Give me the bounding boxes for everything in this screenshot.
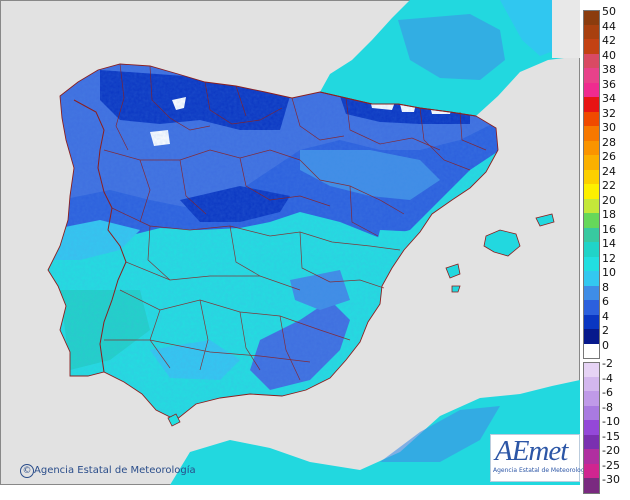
legend-label: -25 bbox=[602, 458, 620, 472]
legend-swatch bbox=[583, 82, 599, 97]
legend-label: -10 bbox=[602, 415, 620, 428]
legend-label: 32 bbox=[602, 106, 616, 120]
legend-swatch bbox=[583, 126, 599, 141]
legend-swatch bbox=[583, 140, 599, 155]
legend-swatch bbox=[583, 227, 599, 242]
legend-label: 30 bbox=[602, 121, 616, 134]
legend-swatch bbox=[583, 111, 599, 126]
legend-label: 38 bbox=[602, 63, 616, 76]
legend-swatch bbox=[583, 256, 599, 271]
legend-swatch bbox=[583, 24, 599, 39]
map-credit: Agencia Estatal de Meteorología bbox=[34, 465, 196, 476]
legend-positive-frame bbox=[583, 10, 600, 359]
legend-label: 12 bbox=[602, 251, 616, 265]
legend-label: 26 bbox=[602, 150, 616, 163]
legend-label: 50 bbox=[602, 5, 616, 18]
legend-label: 34 bbox=[602, 92, 616, 105]
legend-label: 16 bbox=[602, 222, 616, 236]
legend-label: 20 bbox=[602, 193, 616, 207]
temperature-legend: 50 44 42 40 38 36 34 32 30 28 26 24 22 20 18 16 14 12 10 8 6… bbox=[583, 6, 627, 494]
legend-label: 28 bbox=[602, 135, 616, 149]
legend-label: -8 bbox=[602, 400, 613, 414]
ibiza bbox=[445, 263, 461, 279]
legend-swatch bbox=[583, 213, 599, 228]
france-warm-region bbox=[500, 0, 556, 56]
menorca bbox=[535, 213, 555, 227]
legend-label: -30 bbox=[602, 473, 620, 486]
legend-swatch bbox=[583, 10, 599, 25]
legend-swatch bbox=[583, 97, 599, 112]
legend-label: 18 bbox=[602, 208, 616, 221]
portugal-border bbox=[73, 99, 127, 373]
copyright-icon: © bbox=[20, 464, 34, 478]
legend-label: 40 bbox=[602, 48, 616, 62]
legend-swatch bbox=[583, 314, 599, 329]
aemet-logo: AEmet Agencia Estatal de Meteorología bbox=[490, 434, 590, 482]
legend-swatch bbox=[583, 155, 599, 170]
legend-label: -2 bbox=[602, 357, 613, 370]
africa-region bbox=[170, 380, 580, 485]
legend-swatch bbox=[583, 463, 599, 478]
legend-swatch bbox=[583, 343, 599, 358]
aemet-logo-mark: AEmet bbox=[495, 435, 568, 467]
legend-label: 4 bbox=[602, 309, 609, 323]
formentera bbox=[451, 285, 461, 293]
legend-swatch bbox=[583, 434, 599, 449]
legend-swatch bbox=[583, 68, 599, 83]
legend-label: 8 bbox=[602, 280, 609, 294]
legend-swatch bbox=[583, 376, 599, 391]
france-blue-region bbox=[398, 14, 505, 80]
mallorca bbox=[483, 229, 521, 257]
legend-swatch bbox=[583, 300, 599, 315]
legend-swatch bbox=[583, 53, 599, 68]
legend-label: -6 bbox=[602, 386, 613, 399]
legend-label: -15 bbox=[602, 429, 620, 443]
legend-swatch bbox=[583, 449, 599, 464]
legend-swatch bbox=[583, 391, 599, 406]
temperature-fields bbox=[48, 64, 498, 420]
legend-swatch bbox=[583, 362, 599, 377]
legend-swatch bbox=[583, 478, 599, 493]
legend-label: 14 bbox=[602, 237, 616, 250]
legend-label: 36 bbox=[602, 77, 616, 91]
province-borders bbox=[103, 63, 487, 381]
ceuta bbox=[167, 413, 181, 427]
legend-negative-frame bbox=[583, 362, 600, 494]
legend-swatch bbox=[583, 184, 599, 199]
legend-label: 42 bbox=[602, 34, 616, 47]
legend-label: 2 bbox=[602, 324, 609, 337]
land-east-strip bbox=[552, 0, 580, 58]
legend-label: 44 bbox=[602, 19, 616, 33]
legend-label: 10 bbox=[602, 266, 616, 279]
legend-label: 6 bbox=[602, 295, 609, 308]
legend-swatch bbox=[583, 169, 599, 184]
legend-swatch bbox=[583, 242, 599, 257]
legend-swatch bbox=[583, 285, 599, 300]
legend-swatch bbox=[583, 39, 599, 54]
legend-label: -4 bbox=[602, 371, 613, 385]
legend-label: 24 bbox=[602, 164, 616, 178]
africa-blue-region bbox=[380, 406, 500, 462]
legend-swatch bbox=[583, 329, 599, 344]
legend-swatch bbox=[583, 198, 599, 213]
legend-label: -20 bbox=[602, 444, 620, 457]
legend-label: 22 bbox=[602, 179, 616, 192]
aemet-logo-subtitle: Agencia Estatal de Meteorología bbox=[493, 467, 590, 474]
legend-swatch bbox=[583, 405, 599, 420]
legend-label: 0 bbox=[602, 338, 609, 352]
legend-swatch bbox=[583, 420, 599, 435]
legend-swatch bbox=[583, 271, 599, 286]
